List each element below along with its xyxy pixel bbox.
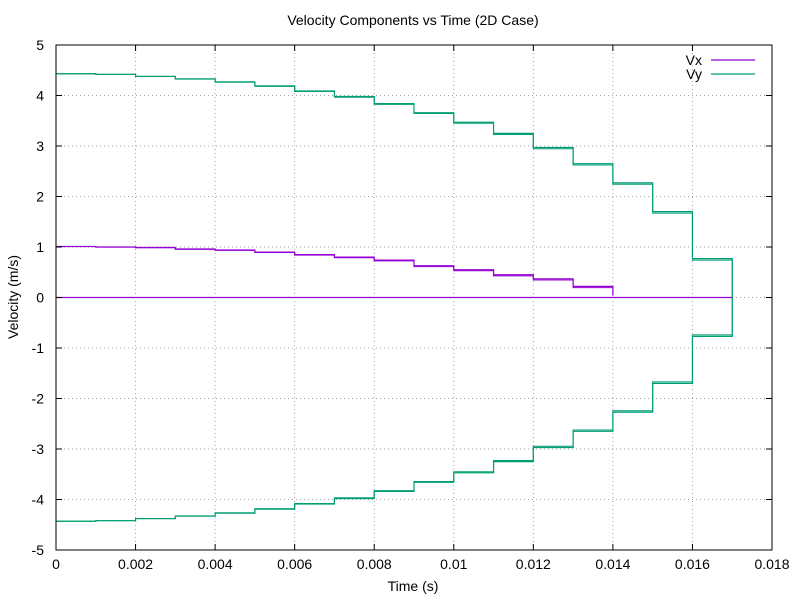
y-tick-label: 4 bbox=[36, 88, 44, 104]
y-tick-label: 0 bbox=[36, 290, 44, 306]
x-tick-label: 0.004 bbox=[198, 556, 233, 572]
legend-label-vy: Vy bbox=[686, 66, 702, 82]
x-tick-label: 0.006 bbox=[277, 556, 312, 572]
series-line-vy-trace bbox=[56, 331, 733, 522]
x-tick-label: 0.01 bbox=[440, 556, 467, 572]
y-tick-label: -4 bbox=[32, 492, 45, 508]
y-tick-label: 5 bbox=[36, 37, 44, 53]
y-tick-label: -5 bbox=[32, 542, 45, 558]
x-tick-label: 0 bbox=[52, 556, 60, 572]
x-tick-label: 0.002 bbox=[118, 556, 153, 572]
x-tick-label: 0.018 bbox=[754, 556, 789, 572]
series-line-vx-trace bbox=[56, 245, 614, 296]
x-tick-label: 0.016 bbox=[675, 556, 710, 572]
x-tick-label: 0.008 bbox=[357, 556, 392, 572]
tick-labels: 0 0.002 0.004 0.006 0.008 0.01 0.012 0.014 0.016… bbox=[32, 37, 790, 572]
series-layer bbox=[56, 73, 733, 522]
y-tick-label: 3 bbox=[36, 138, 44, 154]
legend-label-vx: Vx bbox=[686, 52, 702, 68]
y-axis-label: Velocity (m/s) bbox=[5, 255, 21, 339]
x-tick-label: 0.012 bbox=[516, 556, 551, 572]
x-tick-label: 0.014 bbox=[595, 556, 630, 572]
series-line-vy-trace bbox=[56, 73, 733, 264]
ticks bbox=[55, 44, 773, 551]
x-axis-label: Time (s) bbox=[388, 578, 439, 594]
y-tick-label: -3 bbox=[32, 441, 45, 457]
y-tick-label: 1 bbox=[36, 239, 44, 255]
y-tick-label: -2 bbox=[32, 391, 45, 407]
y-tick-label: 2 bbox=[36, 189, 44, 205]
y-tick-label: -1 bbox=[32, 340, 45, 356]
chart-title: Velocity Components vs Time (2D Case) bbox=[287, 12, 538, 28]
